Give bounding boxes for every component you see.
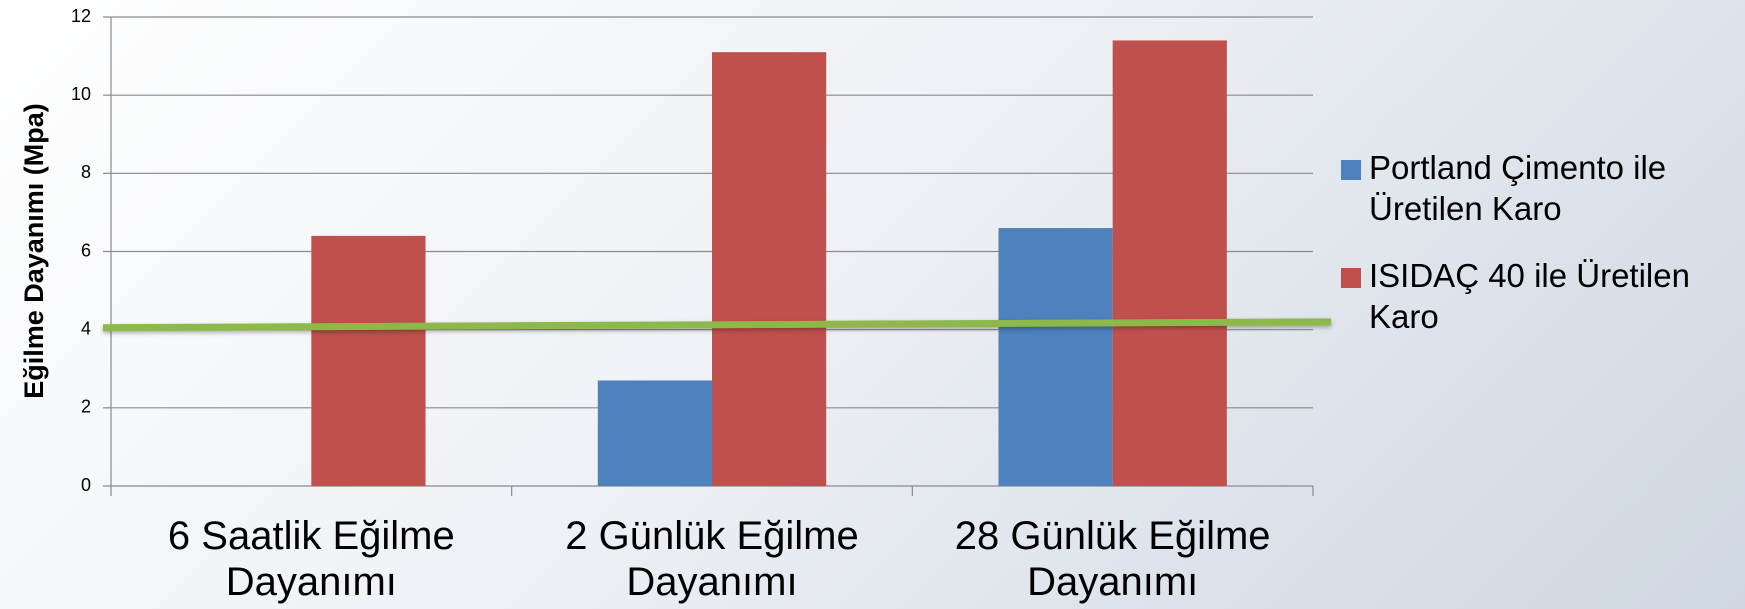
x-tick-label: 28 Günlük Eğilme Dayanımı <box>955 514 1271 604</box>
y-axis-label: Eğilme Dayanımı (Mpa) <box>19 103 49 399</box>
y-tick-label: 8 <box>81 162 91 182</box>
y-tick-label: 4 <box>81 318 91 338</box>
bar <box>597 380 712 486</box>
reference-line <box>102 318 1332 332</box>
bar <box>1112 40 1227 486</box>
legend-swatch <box>1341 268 1361 288</box>
legend-swatch <box>1341 160 1361 180</box>
bar <box>311 235 426 486</box>
x-tick-label: 2 Günlük Eğilme Dayanımı <box>565 514 858 604</box>
bar <box>712 52 827 487</box>
y-tick-label: 10 <box>71 84 91 104</box>
y-tick-label: 2 <box>81 397 91 417</box>
y-tick-label: 12 <box>71 6 91 26</box>
y-tick-label: 0 <box>81 475 91 495</box>
legend-label: ISIDAÇ 40 ile Üretilen Karo <box>1369 257 1690 335</box>
legend-label: Portland Çimento ile Üretilen Karo <box>1369 149 1666 227</box>
bar <box>998 228 1113 487</box>
y-tick-label: 6 <box>81 240 91 260</box>
x-tick-label: 6 Saatlik Eğilme Dayanımı <box>168 514 455 604</box>
